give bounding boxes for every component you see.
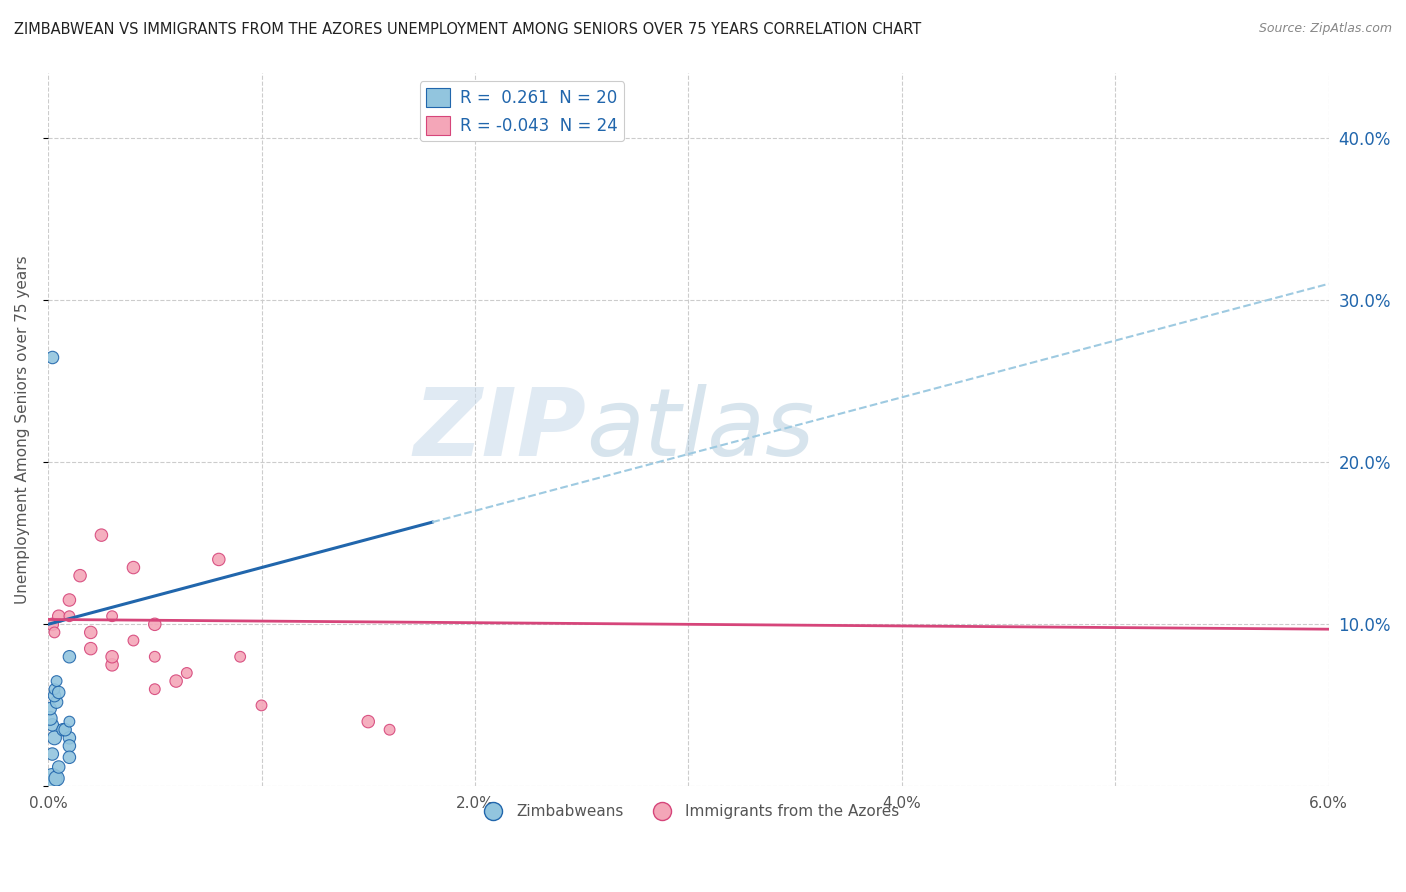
Point	[122, 633, 145, 648]
Point	[44, 625, 66, 640]
Point	[122, 560, 145, 574]
Point	[41, 350, 63, 364]
Point	[41, 772, 63, 786]
Text: Source: ZipAtlas.com: Source: ZipAtlas.com	[1258, 22, 1392, 36]
Point	[41, 718, 63, 732]
Point	[176, 665, 198, 680]
Point	[101, 609, 124, 624]
Point	[45, 674, 67, 689]
Point	[101, 649, 124, 664]
Point	[143, 617, 166, 632]
Point	[48, 760, 70, 774]
Text: ZIMBABWEAN VS IMMIGRANTS FROM THE AZORES UNEMPLOYMENT AMONG SENIORS OVER 75 YEAR: ZIMBABWEAN VS IMMIGRANTS FROM THE AZORES…	[14, 22, 921, 37]
Point	[53, 723, 76, 737]
Point	[208, 552, 231, 566]
Point	[48, 685, 70, 699]
Point	[101, 657, 124, 672]
Point	[229, 649, 252, 664]
Legend: Zimbabweans, Immigrants from the Azores: Zimbabweans, Immigrants from the Azores	[472, 798, 905, 825]
Point	[58, 609, 80, 624]
Point	[90, 528, 112, 542]
Point	[80, 625, 103, 640]
Point	[165, 674, 187, 689]
Point	[44, 682, 66, 697]
Point	[39, 701, 62, 715]
Point	[58, 739, 80, 753]
Point	[45, 772, 67, 786]
Point	[45, 695, 67, 709]
Point	[80, 641, 103, 656]
Point	[357, 714, 380, 729]
Point	[250, 698, 273, 713]
Point	[44, 731, 66, 745]
Point	[58, 750, 80, 764]
Y-axis label: Unemployment Among Seniors over 75 years: Unemployment Among Seniors over 75 years	[15, 255, 30, 604]
Point	[378, 723, 401, 737]
Point	[143, 649, 166, 664]
Point	[44, 689, 66, 703]
Point	[143, 682, 166, 697]
Text: atlas: atlas	[586, 384, 814, 475]
Point	[58, 593, 80, 607]
Point	[39, 711, 62, 725]
Point	[41, 747, 63, 761]
Text: ZIP: ZIP	[413, 384, 586, 475]
Point	[69, 568, 91, 582]
Point	[58, 649, 80, 664]
Point	[58, 731, 80, 745]
Point	[58, 714, 80, 729]
Point	[48, 609, 70, 624]
Point	[52, 723, 75, 737]
Point	[41, 617, 63, 632]
